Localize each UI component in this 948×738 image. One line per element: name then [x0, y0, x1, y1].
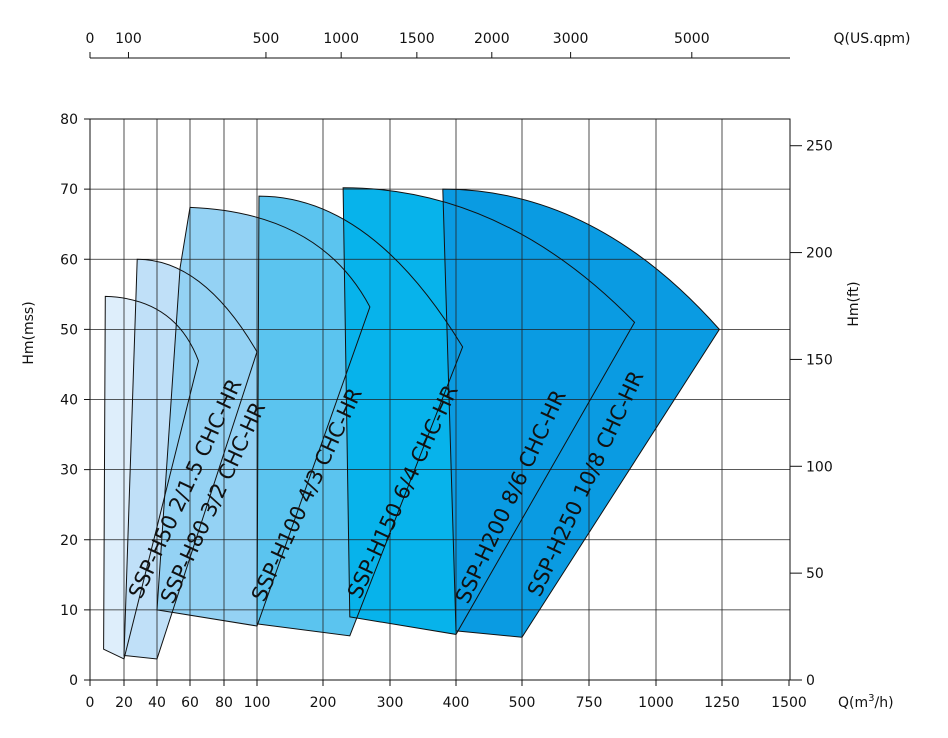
bottom-axis-title-superscript: 3 — [868, 693, 874, 704]
pump-region-outline-5 — [342, 187, 636, 635]
bottom-tick-label: 500 — [509, 695, 536, 711]
bottom-tick-label: 60 — [181, 695, 199, 711]
left-tick-label: 60 — [60, 252, 78, 268]
bottom-tick-label: 0 — [86, 695, 95, 711]
left-tick-label: 20 — [60, 533, 78, 549]
pump-region-outline-1 — [103, 295, 200, 660]
top-tick-label: 1500 — [399, 31, 435, 47]
left-axis-ticks: 0 10 20 30 40 50 60 70 80 — [60, 112, 90, 689]
bottom-tick-label: 20 — [115, 695, 133, 711]
bottom-tick-label: 1500 — [771, 695, 807, 711]
bottom-tick-label: 750 — [576, 695, 603, 711]
top-tick-label: 1000 — [323, 31, 359, 47]
right-tick-label: 50 — [806, 566, 824, 582]
top-tick-label: 100 — [115, 31, 142, 47]
bottom-tick-label: 1000 — [638, 695, 674, 711]
left-tick-label: 50 — [60, 322, 78, 338]
bottom-tick-label: 200 — [310, 695, 337, 711]
right-tick-label: 150 — [806, 352, 833, 368]
pump-region-6 — [442, 189, 720, 638]
left-tick-label: 40 — [60, 393, 78, 409]
bottom-axis-title: Q(m3/h) — [838, 693, 894, 711]
top-tick-label: 5000 — [674, 31, 710, 47]
bottom-tick-label: 40 — [148, 695, 166, 711]
left-tick-label: 30 — [60, 463, 78, 479]
right-axis-title: Hm(ft) — [846, 281, 862, 326]
pump-region-outline-3 — [156, 206, 371, 627]
top-tick-label: 0 — [86, 31, 95, 47]
bottom-tick-label: 80 — [215, 695, 233, 711]
left-tick-label: 10 — [60, 603, 78, 619]
left-tick-label: 0 — [69, 673, 78, 689]
pump-region-outline-4 — [256, 195, 464, 637]
top-tick-label: 3000 — [553, 31, 589, 47]
top-axis: 0 100 500 1000 1500 2000 3000 5000 Q(US.qpm) — [86, 31, 911, 59]
pump-region-outlines — [103, 187, 720, 660]
left-tick-label: 80 — [60, 112, 78, 128]
pump-region-outline-2 — [123, 258, 258, 660]
bottom-axis-ticks: 0 20 40 60 80 100 200 300 400 500 750 1000 1250 1500 — [86, 680, 807, 711]
right-tick-label: 250 — [806, 139, 833, 155]
right-tick-label: 200 — [806, 246, 833, 262]
bottom-tick-label: 1250 — [704, 695, 740, 711]
grid-lines — [90, 119, 790, 680]
top-axis-title: Q(US.qpm) — [834, 31, 911, 47]
top-axis-ticks: 0 100 500 1000 1500 2000 3000 5000 — [86, 31, 710, 58]
bottom-tick-label: 100 — [244, 695, 271, 711]
pump-region-outline-6 — [442, 188, 720, 638]
bottom-tick-label: 300 — [377, 695, 404, 711]
top-tick-label: 500 — [253, 31, 280, 47]
right-axis-ticks: 0 50 100 150 200 250 — [790, 139, 833, 689]
left-tick-label: 70 — [60, 182, 78, 198]
bottom-axis-title-main: Q(m — [838, 695, 868, 711]
top-tick-label: 2000 — [474, 31, 510, 47]
bottom-axis-title-end: /h) — [875, 695, 894, 711]
bottom-tick-label: 400 — [443, 695, 470, 711]
right-tick-label: 100 — [806, 459, 833, 475]
right-tick-label: 0 — [806, 673, 815, 689]
left-axis-title: Hm(mss) — [21, 301, 37, 364]
